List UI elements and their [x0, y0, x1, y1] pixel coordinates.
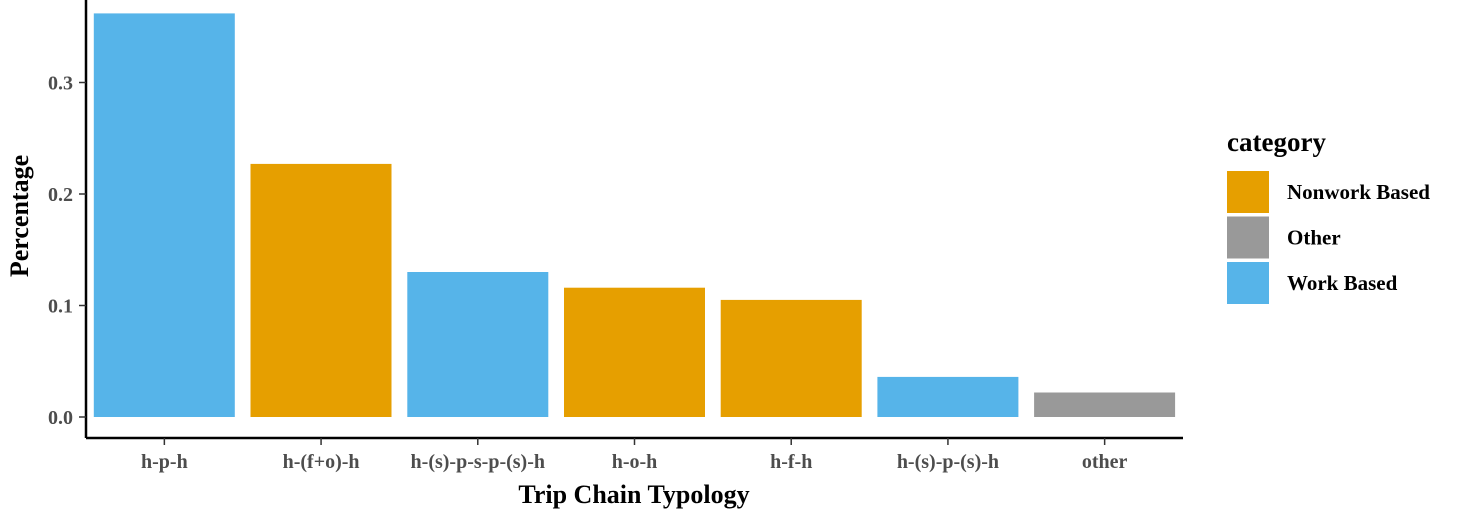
legend: category Nonwork Based Other Work Based: [1227, 127, 1430, 304]
legend-label: Nonwork Based: [1287, 180, 1430, 204]
x-tick-label: h-p-h: [141, 451, 188, 473]
x-ticks-group: h-p-h h-(f+o)-h h-(s)-p-s-p-(s)-h h-o-h h-f-…: [141, 438, 1128, 473]
x-tick-label: h-(s)-p-(s)-h: [897, 451, 999, 473]
legend-key: [1227, 171, 1269, 213]
x-tick-label: other: [1082, 451, 1128, 473]
y-ticks-group: 0.0 0.1 0.2 0.3: [48, 73, 86, 429]
legend-key: [1227, 262, 1269, 304]
bar-h-f-h: [720, 299, 862, 417]
bar-h-o-h: [564, 287, 705, 417]
bar-h-(f+o)-h: [250, 163, 392, 417]
x-tick-label: h-f-h: [770, 451, 812, 473]
legend-key: [1227, 216, 1269, 259]
x-axis-title: Trip Chain Typology: [518, 480, 749, 509]
bar-h-(s)-p-(s)-h: [877, 376, 1019, 417]
y-tick-label: 0.2: [48, 184, 73, 206]
y-tick-label: 0.1: [48, 296, 73, 318]
y-axis-title: Percentage: [5, 155, 34, 277]
x-tick-label: h-(f+o)-h: [283, 451, 360, 473]
legend-label: Other: [1287, 226, 1341, 250]
bars-group: [93, 13, 1176, 418]
y-tick-label: 0.0: [48, 407, 73, 429]
legend-title: category: [1227, 127, 1326, 157]
x-tick-label: h-(s)-p-s-p-(s)-h: [411, 451, 545, 473]
bar-h-p-h: [93, 13, 235, 418]
legend-label: Work Based: [1287, 271, 1398, 295]
bar-other: [1034, 392, 1176, 417]
y-tick-label: 0.3: [48, 73, 73, 95]
x-tick-label: h-o-h: [612, 451, 658, 473]
bar-h-(s)-p-s-p-(s)-h: [407, 272, 549, 417]
